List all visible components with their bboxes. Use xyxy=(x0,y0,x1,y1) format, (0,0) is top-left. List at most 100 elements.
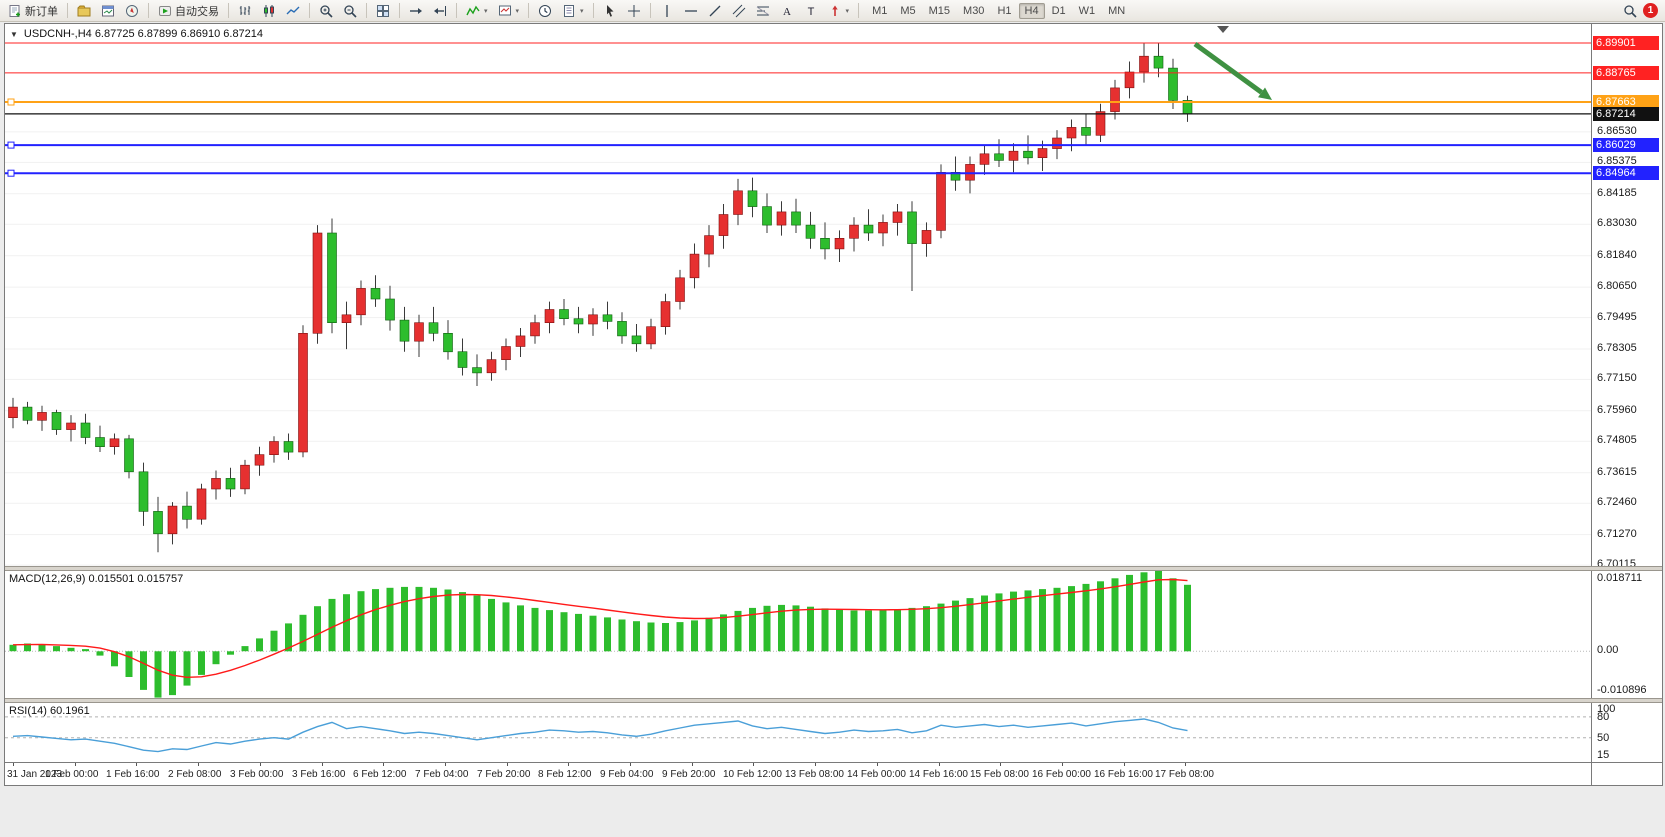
rsi-scale-label: 80 xyxy=(1597,710,1610,723)
price-grid-label: 6.71270 xyxy=(1597,527,1637,540)
toolbar: 新订单 自动交易 ▾ ▾ ▾ A T ▾ M1 M5 M15 M30 H1 H4 D1 W1 MN 1 xyxy=(0,0,1665,22)
line-chart-button[interactable] xyxy=(282,2,304,20)
trend-arrow-annotation[interactable] xyxy=(1193,41,1272,100)
macd-histogram xyxy=(9,571,1191,698)
new-order-button[interactable]: 新订单 xyxy=(4,1,62,21)
time-tick xyxy=(445,763,446,766)
notification-badge[interactable]: 1 xyxy=(1643,3,1658,18)
vline-button[interactable] xyxy=(656,2,678,20)
price-grid-label: 6.74805 xyxy=(1597,434,1637,447)
clock-button[interactable] xyxy=(534,2,556,20)
crosshair-icon xyxy=(627,4,641,18)
navigator-button[interactable] xyxy=(121,2,143,20)
tile-windows-icon xyxy=(376,4,390,18)
main-chart-canvas[interactable] xyxy=(5,24,1592,566)
channel-icon xyxy=(732,4,746,18)
rsi-scale-label: 100 xyxy=(1597,703,1616,715)
text-icon: A xyxy=(780,4,794,18)
time-label: 8 Feb 12:00 xyxy=(538,769,592,780)
time-label: 2 Feb 08:00 xyxy=(168,769,222,780)
time-label: 16 Feb 00:00 xyxy=(1032,769,1091,780)
caret-down-icon: ▾ xyxy=(484,7,488,15)
chart-title: USDCNH-,H4 6.87725 6.87899 6.86910 6.872… xyxy=(23,28,264,40)
templates-button[interactable]: ▾ xyxy=(558,2,588,20)
one-click-collapse-icon[interactable]: ▼ xyxy=(10,29,18,39)
panel-divider[interactable] xyxy=(5,698,1662,703)
timeframe-w1-button[interactable]: W1 xyxy=(1078,4,1096,17)
time-axis[interactable]: 31 Jan 2023 1 Feb 00:00 1 Feb 16:00 2 Feb 0… xyxy=(5,762,1662,785)
tile-windows-button[interactable] xyxy=(372,2,394,20)
chart-shift-marker[interactable] xyxy=(1217,26,1229,33)
clock-icon xyxy=(538,4,552,18)
text-button[interactable]: A xyxy=(776,2,798,20)
profiles-button[interactable] xyxy=(73,2,95,20)
toolbar-separator xyxy=(148,3,149,18)
svg-text:T: T xyxy=(807,6,814,18)
toolbar-separator xyxy=(858,3,860,18)
templates-icon xyxy=(562,4,576,18)
hline-button[interactable] xyxy=(680,2,702,20)
panel-divider[interactable] xyxy=(5,566,1662,571)
hline-icon xyxy=(684,4,698,18)
price-grid-label: 6.77150 xyxy=(1597,372,1637,385)
timeframe-m1-button[interactable]: M1 xyxy=(872,4,888,17)
fibonacci-button[interactable] xyxy=(752,2,774,20)
macd-canvas[interactable] xyxy=(5,571,1592,698)
label-button[interactable]: T xyxy=(800,2,822,20)
candles-button[interactable] xyxy=(258,2,280,20)
price-line-label: 6.86029 xyxy=(1593,138,1659,153)
price-scale[interactable]: 6.86530 6.85375 6.84185 6.83030 6.81840 6.806… xyxy=(1591,24,1662,566)
bars-button[interactable] xyxy=(234,2,256,20)
timeframe-mn-button[interactable]: MN xyxy=(1108,4,1126,17)
candles-layer xyxy=(8,43,1193,553)
search-button[interactable] xyxy=(1619,2,1641,20)
trendline-icon xyxy=(708,4,722,18)
timeframe-h1-button[interactable]: H1 xyxy=(997,4,1012,17)
market-watch-button[interactable] xyxy=(97,2,119,20)
toolbar-separator xyxy=(228,3,229,18)
navigator-icon xyxy=(125,4,139,18)
arrows-icon xyxy=(828,4,842,18)
zoom-out-button[interactable] xyxy=(339,2,361,20)
toolbar-separator xyxy=(649,3,651,18)
auto-scroll-button[interactable] xyxy=(405,2,427,20)
rsi-scale[interactable]: 100 80 50 15 xyxy=(1591,703,1662,762)
zoom-in-button[interactable] xyxy=(315,2,337,20)
trendline-button[interactable] xyxy=(704,2,726,20)
cursor-icon xyxy=(603,4,617,18)
new-chart-button[interactable]: ▾ xyxy=(494,2,524,20)
macd-scale-max: 0.018711 xyxy=(1597,572,1643,584)
price-line-label: 6.84964 xyxy=(1593,166,1659,181)
macd-scale[interactable]: 0.018711 0.00 -0.010896 xyxy=(1591,571,1662,698)
chart-shift-button[interactable] xyxy=(429,2,451,20)
bars-icon xyxy=(238,4,252,18)
rsi-scale-label: 50 xyxy=(1597,731,1610,744)
hlines-layer[interactable] xyxy=(5,42,1592,177)
timeframe-d1-button[interactable]: D1 xyxy=(1051,4,1066,17)
macd-scale-min: -0.010896 xyxy=(1597,684,1647,696)
chart-title-bar: ▼ USDCNH-,H4 6.87725 6.87899 6.86910 6.8… xyxy=(10,28,263,40)
price-line-label: 6.89901 xyxy=(1593,35,1659,50)
candles-icon xyxy=(262,4,276,18)
indicators-button[interactable]: ▾ xyxy=(462,2,492,20)
autotrading-button[interactable]: 自动交易 xyxy=(154,1,223,21)
time-tick xyxy=(815,763,816,766)
time-tick xyxy=(136,763,137,766)
crosshair-button[interactable] xyxy=(623,2,645,20)
timeframe-h4-button[interactable]: H4 xyxy=(1018,2,1045,19)
timeframe-m30-button[interactable]: M30 xyxy=(963,4,985,17)
rsi-canvas[interactable] xyxy=(5,703,1592,762)
time-label: 31 Jan 2023 xyxy=(7,769,63,780)
zoom-in-icon xyxy=(319,4,333,18)
price-line-label: 6.87663 xyxy=(1593,95,1659,110)
current-price-label: 6.87214 xyxy=(1593,106,1659,121)
price-grid-label: 6.84185 xyxy=(1597,186,1637,199)
timeframe-m5-button[interactable]: M5 xyxy=(900,4,916,17)
time-tick xyxy=(939,763,940,766)
cursor-button[interactable] xyxy=(599,2,621,20)
channel-button[interactable] xyxy=(728,2,750,20)
timeframe-m15-button[interactable]: M15 xyxy=(928,4,951,17)
arrows-button[interactable]: ▾ xyxy=(824,2,854,20)
vline-icon xyxy=(660,4,674,18)
